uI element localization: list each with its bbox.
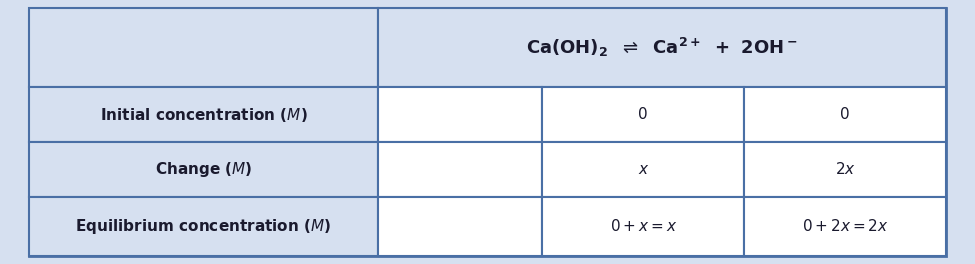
Text: 0: 0 [840,107,850,122]
Text: $2x$: $2x$ [835,161,855,177]
Bar [542,142,744,196]
Text: 0: 0 [639,107,648,122]
Text: Change ($\it{M}$): Change ($\it{M}$) [155,160,253,179]
Bar [744,196,946,256]
Bar [542,196,744,256]
Text: $0 + x = x$: $0 + x = x$ [609,218,677,234]
Text: Initial concentration ($\it{M}$): Initial concentration ($\it{M}$) [99,106,307,124]
Text: $0 + 2x = 2x$: $0 + 2x = 2x$ [801,218,888,234]
Bar [377,142,542,196]
Bar [744,87,946,142]
Bar [29,8,377,87]
Bar [377,87,542,142]
Bar [542,87,744,142]
Bar [377,8,946,87]
Text: Equilibrium concentration ($\it{M}$): Equilibrium concentration ($\it{M}$) [75,217,332,236]
Bar [377,196,542,256]
Bar [29,196,377,256]
Text: $\mathbf{Ca(OH)_2}$  $\rightleftharpoons$  $\mathbf{Ca^{2+}}$  $\mathbf{+}$  $\m: $\mathbf{Ca(OH)_2}$ $\rightleftharpoons$… [526,36,798,59]
Bar [29,87,377,142]
Bar [29,142,377,196]
Bar [744,142,946,196]
Text: $x$: $x$ [638,162,649,177]
